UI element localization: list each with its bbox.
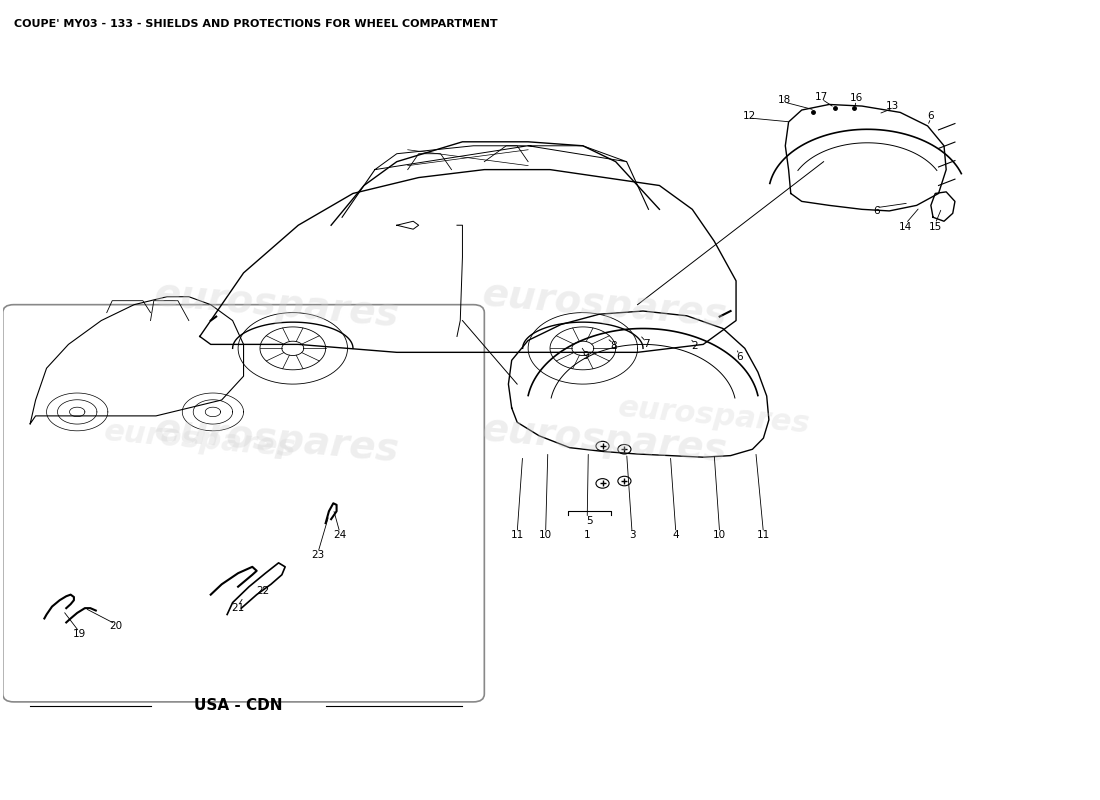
Text: 4: 4 [672, 530, 679, 540]
Text: 24: 24 [333, 530, 346, 540]
Text: eurospares: eurospares [152, 410, 400, 470]
Text: 10: 10 [539, 530, 552, 540]
Text: 6: 6 [736, 352, 743, 362]
Text: 8: 8 [610, 341, 617, 351]
Text: eurospares: eurospares [617, 393, 812, 438]
Text: 21: 21 [231, 603, 244, 613]
Text: 11: 11 [757, 530, 770, 540]
Text: 6: 6 [872, 206, 880, 216]
FancyBboxPatch shape [3, 305, 484, 702]
Text: eurospares: eurospares [481, 275, 729, 334]
Text: 12: 12 [742, 110, 756, 121]
Text: 19: 19 [73, 630, 86, 639]
Text: 16: 16 [850, 93, 864, 103]
Text: 1: 1 [584, 530, 591, 540]
Text: 3: 3 [629, 530, 636, 540]
Text: 10: 10 [713, 530, 726, 540]
Text: 6: 6 [927, 110, 934, 121]
Text: 9: 9 [583, 351, 590, 362]
Text: 22: 22 [256, 586, 270, 596]
Text: 20: 20 [109, 622, 122, 631]
Text: 23: 23 [311, 550, 324, 560]
Text: 13: 13 [886, 101, 899, 111]
Text: 17: 17 [815, 91, 828, 102]
Text: 18: 18 [778, 94, 791, 105]
Text: eurospares: eurospares [152, 275, 400, 334]
Text: eurospares: eurospares [481, 410, 729, 470]
Text: eurospares: eurospares [102, 417, 297, 462]
Text: USA - CDN: USA - CDN [194, 698, 283, 714]
Text: 7: 7 [644, 339, 650, 350]
Text: COUPE' MY03 - 133 - SHIELDS AND PROTECTIONS FOR WHEEL COMPARTMENT: COUPE' MY03 - 133 - SHIELDS AND PROTECTI… [13, 18, 497, 29]
Text: 5: 5 [586, 516, 593, 526]
Text: 11: 11 [510, 530, 524, 540]
Text: 2: 2 [691, 341, 697, 351]
Text: 14: 14 [899, 222, 912, 232]
Text: 15: 15 [928, 222, 942, 232]
